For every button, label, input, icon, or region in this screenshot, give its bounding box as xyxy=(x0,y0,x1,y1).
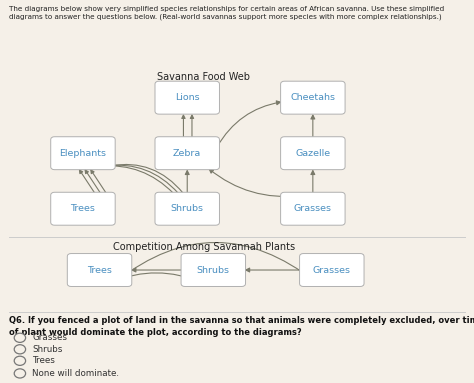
FancyBboxPatch shape xyxy=(51,137,115,170)
FancyBboxPatch shape xyxy=(281,137,345,170)
Circle shape xyxy=(14,369,26,378)
FancyBboxPatch shape xyxy=(281,81,345,114)
FancyBboxPatch shape xyxy=(181,254,246,286)
Text: The diagrams below show very simplified species relationships for certain areas : The diagrams below show very simplified … xyxy=(9,6,445,20)
FancyBboxPatch shape xyxy=(155,81,219,114)
Circle shape xyxy=(14,356,26,365)
Text: Lions: Lions xyxy=(175,93,200,102)
FancyBboxPatch shape xyxy=(281,192,345,225)
Text: Grasses: Grasses xyxy=(32,333,67,342)
Text: Grasses: Grasses xyxy=(294,204,332,213)
Text: Trees: Trees xyxy=(32,356,55,365)
Text: Shrubs: Shrubs xyxy=(32,345,63,354)
Text: Shrubs: Shrubs xyxy=(197,265,230,275)
Text: Zebra: Zebra xyxy=(173,149,201,158)
FancyBboxPatch shape xyxy=(51,192,115,225)
Text: Savanna Food Web: Savanna Food Web xyxy=(157,72,250,82)
Text: None will dominate.: None will dominate. xyxy=(32,369,119,378)
FancyBboxPatch shape xyxy=(155,137,219,170)
Circle shape xyxy=(14,333,26,342)
FancyBboxPatch shape xyxy=(67,254,132,286)
Text: Q6. If you fenced a plot of land in the savanna so that animals were completely : Q6. If you fenced a plot of land in the … xyxy=(9,316,474,337)
Text: Trees: Trees xyxy=(87,265,112,275)
Text: Cheetahs: Cheetahs xyxy=(291,93,335,102)
Text: Grasses: Grasses xyxy=(313,265,351,275)
Text: Trees: Trees xyxy=(71,204,95,213)
FancyBboxPatch shape xyxy=(155,192,219,225)
Circle shape xyxy=(14,345,26,354)
FancyBboxPatch shape xyxy=(300,254,364,286)
Text: Competition Among Savannah Plants: Competition Among Savannah Plants xyxy=(113,242,295,252)
Text: Shrubs: Shrubs xyxy=(171,204,204,213)
Text: Elephants: Elephants xyxy=(59,149,107,158)
Text: Gazelle: Gazelle xyxy=(295,149,330,158)
